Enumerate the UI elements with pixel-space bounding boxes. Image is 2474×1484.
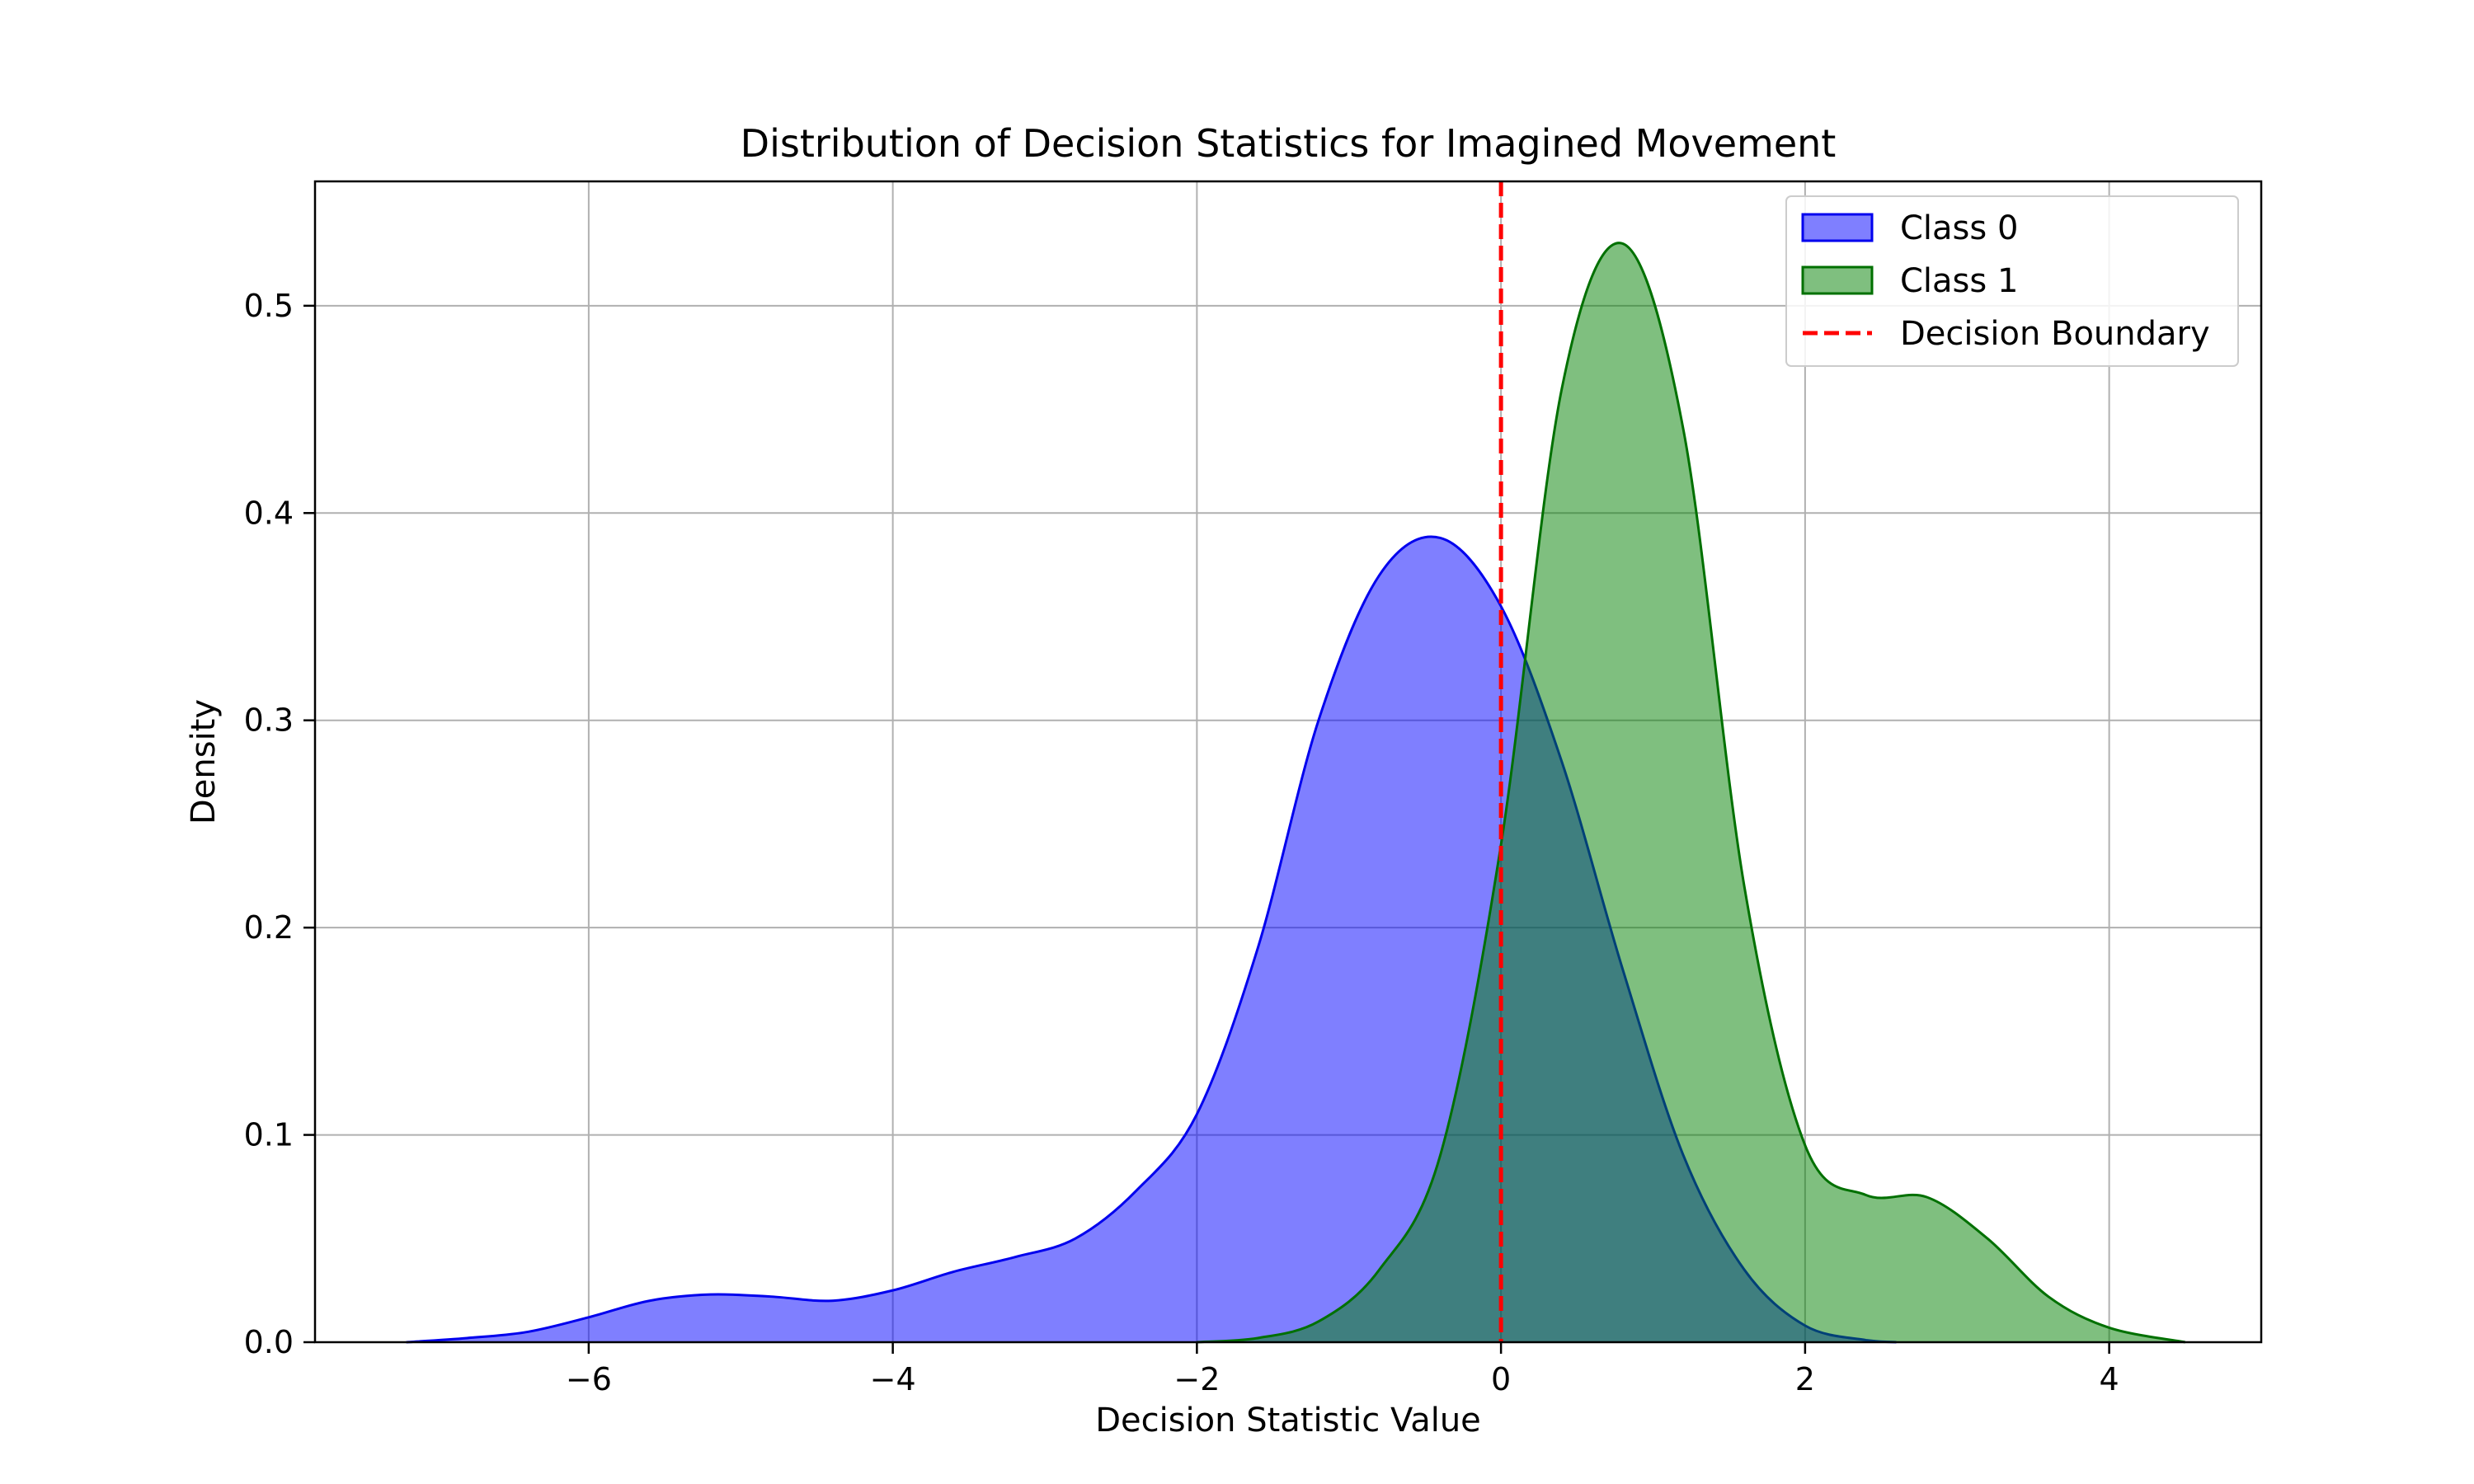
legend-label-class-0: Class 0 xyxy=(1900,209,2018,247)
y-tick-label-1: 0.1 xyxy=(244,1117,294,1153)
legend: Class 0 Class 1 Decision Boundary xyxy=(1785,195,2239,367)
x-tick-label-5: 4 xyxy=(2100,1361,2119,1397)
legend-label-decision-boundary: Decision Boundary xyxy=(1900,315,2210,353)
density-area-class-1 xyxy=(1197,242,2185,1342)
legend-swatch-class-1 xyxy=(1801,265,1874,295)
plot-frame xyxy=(313,180,2263,1344)
y-tick-label-0: 0.0 xyxy=(244,1324,294,1360)
y-tick-label-4: 0.4 xyxy=(244,495,294,531)
legend-label-class-1: Class 1 xyxy=(1900,262,2018,300)
axis-ticks: −6 −4 −2 0 2 4 0.0 0.1 0.2 0.3 0.4 0.5 xyxy=(244,288,2119,1397)
x-tick-label-0: −6 xyxy=(566,1361,612,1397)
y-tick-label-2: 0.2 xyxy=(244,909,294,946)
x-axis-label: Decision Statistic Value xyxy=(1095,1402,1481,1439)
x-tick-label-4: 2 xyxy=(1795,1361,1815,1397)
legend-swatch-class-0 xyxy=(1801,213,1874,242)
density-areas xyxy=(406,242,2186,1344)
density-line-class-1 xyxy=(1197,242,2186,1344)
y-axis-label: Density xyxy=(185,699,223,824)
y-tick-label-3: 0.3 xyxy=(244,702,294,739)
chart-title: Distribution of Decision Statistics for … xyxy=(741,121,1837,166)
x-tick-label-2: −2 xyxy=(1174,1361,1220,1397)
x-tick-label-1: −4 xyxy=(870,1361,916,1397)
legend-box xyxy=(1785,195,2239,367)
x-tick-label-3: 0 xyxy=(1491,1361,1511,1397)
y-tick-label-5: 0.5 xyxy=(244,288,294,324)
